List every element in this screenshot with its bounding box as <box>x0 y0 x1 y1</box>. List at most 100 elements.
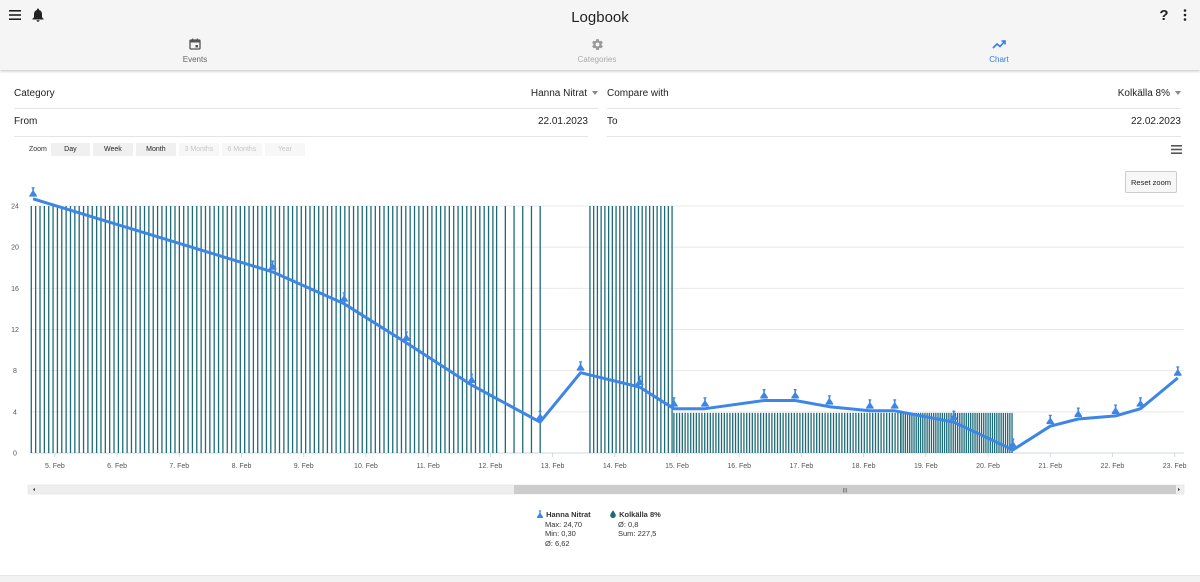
x-tick-label: 22. Feb <box>1101 463 1125 470</box>
tab-events[interactable]: Events <box>135 38 255 64</box>
drop-icon <box>609 510 617 518</box>
column-bar <box>217 206 220 453</box>
calendar-icon <box>135 38 255 52</box>
from-date-input[interactable]: 22.01.2023 <box>537 116 588 127</box>
column-bar <box>309 206 311 453</box>
column-bar <box>894 412 896 453</box>
column-bar <box>695 412 697 453</box>
x-tick-label: 12. Feb <box>478 463 502 470</box>
column-bar <box>718 412 720 453</box>
tab-chart-label: Chart <box>989 55 1009 64</box>
from-field[interactable]: From 22.01.2023 <box>14 108 588 137</box>
column-bar <box>709 412 711 453</box>
tab-chart[interactable]: Chart <box>939 38 1059 64</box>
compare-field[interactable]: Compare with Kolkälla 8% <box>607 80 1181 109</box>
column-bar <box>331 206 333 453</box>
scroll-left-arrow-icon[interactable] <box>33 487 35 492</box>
zoom-week-button[interactable]: Week <box>92 143 133 156</box>
zoom-day-button[interactable]: Day <box>50 143 90 156</box>
column-bar <box>200 206 202 453</box>
category-field[interactable]: Category Hanna Nitrat <box>14 80 598 109</box>
caret-down-icon <box>592 91 598 96</box>
column-bar <box>130 206 133 453</box>
y-tick-label: 12 <box>11 327 19 334</box>
x-tick-label: 7. Feb <box>169 463 189 470</box>
column-bar <box>726 412 728 453</box>
column-bar <box>909 412 911 453</box>
data-point-marker <box>701 397 709 407</box>
column-bar <box>78 206 80 453</box>
column-bar <box>793 412 795 453</box>
column-bar <box>663 206 666 453</box>
column-bar <box>619 206 621 453</box>
column-bar <box>593 206 595 453</box>
category-select[interactable]: Hanna Nitrat <box>531 88 598 99</box>
column-bar <box>74 206 76 453</box>
scroll-right-arrow-icon[interactable] <box>1178 487 1180 492</box>
column-bar <box>148 206 150 453</box>
column-bar <box>900 412 902 453</box>
column-bar <box>776 412 779 453</box>
zoom-month-button[interactable]: Month <box>135 143 176 156</box>
column-bar <box>987 412 989 453</box>
to-date-input[interactable]: 22.02.2023 <box>1130 116 1181 127</box>
legend-series-name: Hanna Nitrat <box>546 510 591 519</box>
flask-icon <box>536 510 544 518</box>
data-point-marker <box>865 399 874 409</box>
column-bar <box>678 412 681 453</box>
column-bar <box>779 412 781 453</box>
column-bar <box>941 412 944 453</box>
column-bar <box>746 412 748 453</box>
column-bar <box>261 206 263 453</box>
scrollbar-thumb[interactable] <box>514 485 1176 494</box>
legend-stat: Min: 0,30 <box>545 529 576 538</box>
more-vert-icon[interactable] <box>1182 9 1188 21</box>
column-bar <box>126 206 128 453</box>
column-bar <box>961 412 963 453</box>
column-bar <box>69 206 72 453</box>
column-bar <box>448 206 450 453</box>
scrollbar-grip: III <box>842 489 847 495</box>
to-field[interactable]: To 22.02.2023 <box>607 108 1181 137</box>
help-icon[interactable]: ? <box>1159 6 1169 24</box>
navigator-scrollbar[interactable]: III <box>27 484 1185 495</box>
column-bar <box>530 206 533 453</box>
column-bar <box>56 206 59 453</box>
menu-icon[interactable] <box>9 10 21 20</box>
column-bar <box>278 206 281 453</box>
data-point-marker <box>669 397 678 407</box>
column-bar <box>734 412 737 453</box>
chart-menu-icon[interactable] <box>1171 145 1182 154</box>
trending-up-icon <box>939 38 1059 52</box>
column-bar <box>622 206 625 453</box>
x-tick-label: 15. Feb <box>665 463 689 470</box>
column-bar <box>348 206 350 453</box>
data-point-marker <box>340 292 349 302</box>
column-bar <box>439 206 442 453</box>
x-tick-label: 10. Feb <box>354 463 378 470</box>
legend-item-kolkalla[interactable]: Kolkälla 8% Ø: 0,8 Sum: 227,5 <box>609 510 661 539</box>
column-bar <box>30 206 32 453</box>
column-bar <box>444 206 446 453</box>
column-bar <box>400 206 403 453</box>
column-bar <box>841 412 843 453</box>
reset-zoom-button[interactable]: Reset zoom <box>1125 171 1177 193</box>
y-tick-label: 16 <box>11 286 19 293</box>
series-line-hanna-nitrat <box>32 197 1179 452</box>
tab-categories-label: Categories <box>577 55 617 64</box>
to-label: To <box>607 116 618 127</box>
column-bar <box>300 206 302 453</box>
tab-categories[interactable]: Categories <box>537 38 657 64</box>
compare-select[interactable]: Kolkälla 8% <box>1118 88 1181 99</box>
column-bar <box>782 412 784 453</box>
data-point-marker <box>890 399 899 409</box>
column-bar <box>626 206 628 453</box>
column-bar <box>723 412 725 453</box>
legend-item-hanna-nitrat[interactable]: Hanna Nitrat Max: 24,70 Min: 0,30 Ø: 6,6… <box>536 510 591 548</box>
column-bar <box>687 412 689 453</box>
column-bar <box>673 412 675 453</box>
column-bar <box>880 412 882 453</box>
bell-icon[interactable] <box>32 8 44 22</box>
y-tick-label: 20 <box>11 245 19 252</box>
column-bar <box>989 412 991 453</box>
